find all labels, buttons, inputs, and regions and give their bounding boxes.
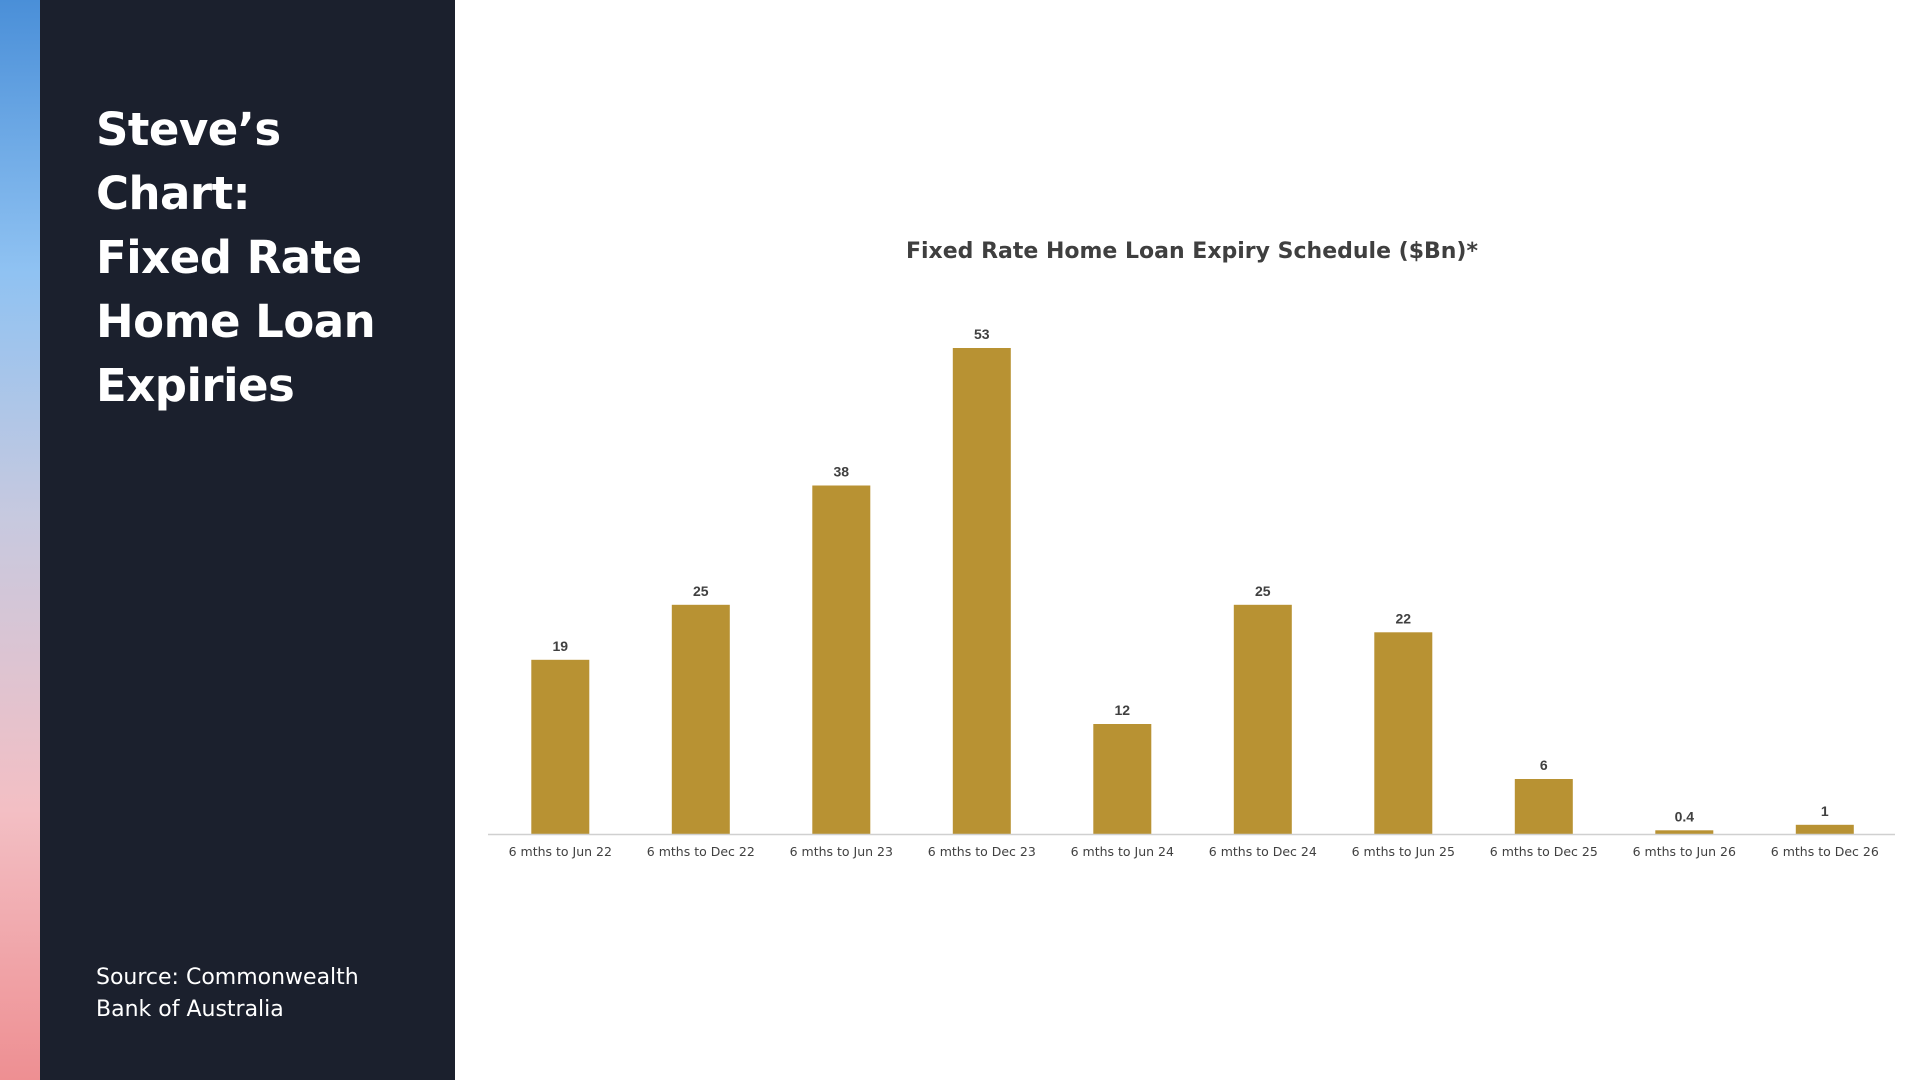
source-line-1: Source: Commonwealth bbox=[96, 965, 359, 990]
x-tick-label-2: 6 mths to Dec 22 bbox=[647, 844, 755, 859]
accent-gradient-strip bbox=[0, 0, 40, 1080]
data-label-10: 1 bbox=[1821, 803, 1829, 819]
source-note: Source: Commonwealth Bank of Australia bbox=[96, 962, 396, 1026]
title-line-3: Home Loan bbox=[96, 295, 376, 348]
data-label-1: 19 bbox=[553, 638, 569, 654]
bar-10 bbox=[1795, 824, 1854, 834]
page-title: Steve’s Chart: Fixed Rate Home Loan Expi… bbox=[96, 98, 436, 418]
bar-8 bbox=[1514, 779, 1573, 834]
data-labels-group: 19 25 38 53 12 25 22 6 0.4 1 bbox=[553, 326, 1829, 824]
bar-chart: Fixed Rate Home Loan Expiry Schedule ($B… bbox=[488, 239, 1895, 859]
source-line-2: Bank of Australia bbox=[96, 997, 284, 1022]
x-tick-label-9: 6 mths to Jun 26 bbox=[1633, 844, 1736, 859]
x-tick-label-8: 6 mths to Dec 25 bbox=[1490, 844, 1598, 859]
title-line-4: Expiries bbox=[96, 359, 295, 412]
bar-4 bbox=[952, 348, 1011, 834]
x-tick-label-5: 6 mths to Jun 24 bbox=[1071, 844, 1174, 859]
data-label-5: 12 bbox=[1115, 702, 1131, 718]
chart-title: Fixed Rate Home Loan Expiry Schedule ($B… bbox=[906, 239, 1479, 264]
data-label-3: 38 bbox=[834, 464, 850, 480]
x-tick-label-6: 6 mths to Dec 24 bbox=[1209, 844, 1317, 859]
bars-group bbox=[531, 348, 1854, 834]
x-tick-label-7: 6 mths to Jun 25 bbox=[1352, 844, 1455, 859]
bar-9 bbox=[1655, 830, 1714, 834]
x-tick-labels-group: 6 mths to Jun 22 6 mths to Dec 22 6 mths t… bbox=[509, 844, 1879, 859]
bar-1 bbox=[531, 659, 590, 834]
bar-6 bbox=[1233, 604, 1292, 834]
data-label-9: 0.4 bbox=[1675, 808, 1695, 824]
x-tick-label-10: 6 mths to Dec 26 bbox=[1771, 844, 1879, 859]
bar-7 bbox=[1374, 632, 1433, 834]
data-label-8: 6 bbox=[1540, 757, 1548, 773]
x-tick-label-3: 6 mths to Jun 23 bbox=[790, 844, 893, 859]
title-line-2: Fixed Rate bbox=[96, 231, 362, 284]
sidebar-panel: Steve’s Chart: Fixed Rate Home Loan Expi… bbox=[40, 0, 455, 1080]
title-line-1: Steve’s Chart: bbox=[96, 103, 281, 220]
data-label-2: 25 bbox=[693, 583, 709, 599]
bar-3 bbox=[812, 485, 871, 834]
chart-area: Fixed Rate Home Loan Expiry Schedule ($B… bbox=[455, 0, 1920, 1080]
data-label-4: 53 bbox=[974, 326, 990, 342]
data-label-6: 25 bbox=[1255, 583, 1271, 599]
bar-5 bbox=[1093, 724, 1152, 834]
x-tick-label-4: 6 mths to Dec 23 bbox=[928, 844, 1036, 859]
bar-2 bbox=[671, 604, 730, 834]
data-label-7: 22 bbox=[1396, 610, 1412, 626]
x-tick-label-1: 6 mths to Jun 22 bbox=[509, 844, 612, 859]
